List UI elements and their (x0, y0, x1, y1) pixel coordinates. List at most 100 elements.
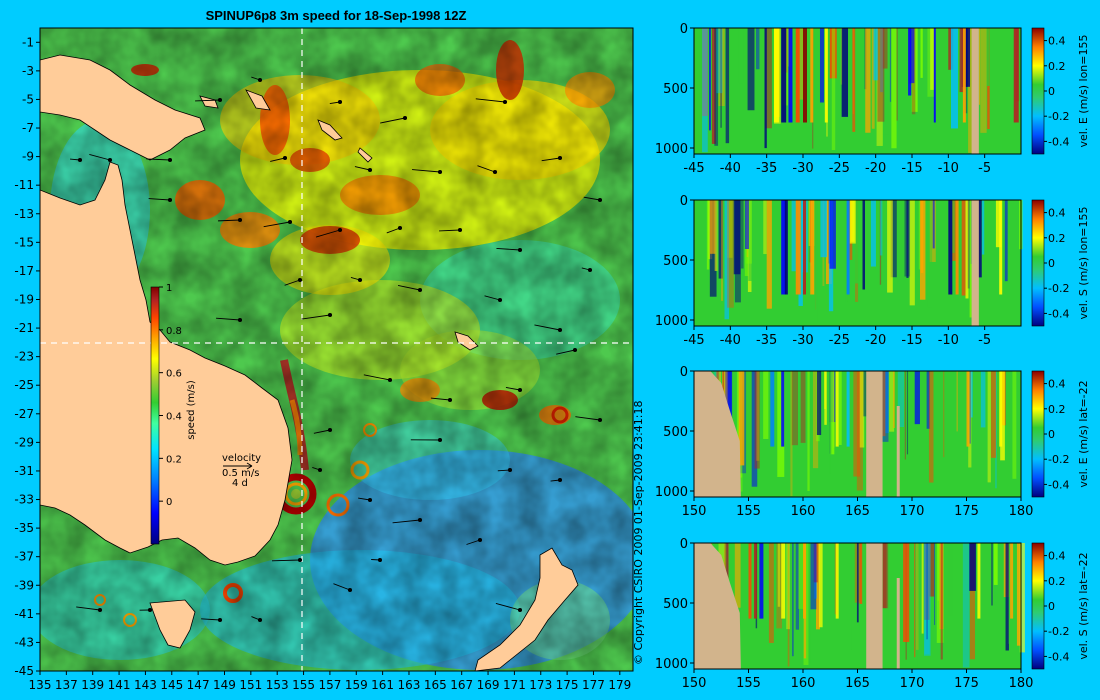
section-y-tick-label: 500 (663, 425, 688, 440)
colorbar-tick-label: 0.4 (166, 412, 182, 423)
section-streak (738, 371, 745, 466)
section-streak (993, 543, 998, 585)
section-streak (918, 200, 921, 270)
map-y-tick-label: -11 (14, 178, 34, 192)
section-x-tick-label: -35 (756, 161, 777, 176)
section-x-tick-label: -10 (938, 161, 959, 176)
section-streak (962, 543, 970, 668)
section-streak (969, 543, 976, 591)
velocity-arrow (541, 157, 561, 162)
section-streak (968, 28, 973, 153)
velocity-arrow (263, 221, 291, 228)
section-streak (763, 371, 769, 439)
map-x-tick-label: 153 (266, 678, 289, 692)
map-x-tick-label: 161 (371, 678, 394, 692)
section-streak (786, 543, 790, 630)
velocity-arrow (201, 618, 221, 621)
section-2: -45 -40 -35 -30 -25 -20 -15 -10 -5 0 500 1000 0.4 0.2… (655, 194, 1090, 348)
section-colorbar-tick-label: 0.2 (1048, 232, 1066, 245)
map-x-tick-label: 155 (292, 678, 315, 692)
section-streak (969, 200, 972, 318)
section-streak (830, 371, 835, 455)
velocity-arrow (583, 196, 601, 201)
velocity-arrow-head (237, 217, 243, 223)
section-streak (725, 371, 732, 438)
section-streak (881, 371, 889, 442)
section-streak (921, 543, 924, 634)
section-colorbar-tick-label: 0.4 (1048, 207, 1066, 220)
section-streak (708, 28, 711, 131)
section-streak (934, 543, 936, 625)
section-x-tick-label: 165 (845, 676, 870, 691)
section-streak (961, 200, 966, 296)
section-colorbar-tick-label: -0.2 (1048, 110, 1069, 123)
velocity-arrow-head (597, 417, 603, 423)
section-streak (831, 28, 836, 151)
section-streak (777, 543, 781, 607)
velocity-arrow-head (417, 517, 423, 523)
map-y-tick-label: -43 (14, 635, 34, 649)
map-x-tick-label: 143 (134, 678, 157, 692)
section-colorbar (1031, 370, 1045, 498)
velocity-arrow-head (297, 277, 303, 283)
section-streak (781, 543, 786, 619)
section-streak (829, 371, 832, 474)
velocity-arrow (430, 397, 451, 401)
section-streak (1010, 543, 1014, 619)
section-streak (930, 28, 936, 90)
section-streak (999, 200, 1003, 295)
section-x-tick-label: -45 (683, 333, 704, 348)
section-streak (699, 28, 702, 119)
section-streak (792, 543, 794, 657)
section-streak (990, 371, 996, 458)
velocity-arrow (148, 198, 171, 201)
velocity-arrow (218, 219, 241, 222)
section-streak (724, 200, 730, 320)
section-colorbar (1031, 27, 1045, 155)
section-streak (810, 543, 817, 610)
velocity-arrow-head (237, 317, 243, 323)
section-streak (862, 200, 866, 290)
section-colorbar-tick-label: -0.4 (1048, 135, 1069, 148)
section-streak (728, 543, 732, 608)
section-streak (835, 371, 839, 447)
section-streak (904, 371, 906, 460)
section-colorbar-label: vel. S (m/s) lon=155 (1077, 206, 1090, 319)
velocity-arrow (146, 158, 171, 161)
map-x-tick-label: 157 (318, 678, 341, 692)
section-streak (873, 28, 878, 81)
section-streak (856, 543, 859, 623)
section-y-tick-label: 500 (663, 597, 688, 612)
map-x-axis: 135 137 139 141 143 145 147 149 151 153 155 157 159 1… (29, 671, 631, 692)
section-streak (811, 200, 818, 324)
section-streak (714, 28, 719, 146)
section-streak (726, 200, 733, 258)
section-x-tick-label: -35 (756, 333, 777, 348)
section-streak (908, 28, 912, 96)
section-colorbar-tick-label: -0.2 (1048, 453, 1069, 466)
section-streak (896, 28, 898, 121)
velocity-arrow-head (327, 427, 333, 433)
section-streak (727, 200, 734, 308)
map-y-tick-label: -19 (14, 292, 34, 306)
section-streak (906, 200, 909, 278)
section-streak (1004, 200, 1008, 282)
section-streak (852, 28, 856, 132)
section-streak (871, 28, 875, 129)
map-y-tick-label: -45 (14, 664, 34, 678)
section-streak (824, 371, 826, 410)
section-streak (777, 371, 785, 477)
velocity-arrow-head (347, 587, 353, 593)
section-land (694, 543, 741, 669)
velocity-key-title: velocity (222, 453, 261, 464)
map-x-tick-label: 169 (477, 678, 500, 692)
section-streak (841, 28, 849, 117)
section-streak (751, 371, 758, 487)
velocity-arrow (392, 519, 421, 524)
velocity-arrow-head (357, 277, 363, 283)
section-streak (890, 200, 897, 278)
velocity-arrow-head (447, 397, 453, 403)
section-streak (1019, 543, 1025, 653)
map-y-tick-label: -41 (14, 607, 34, 621)
velocity-arrow-head (367, 167, 373, 173)
